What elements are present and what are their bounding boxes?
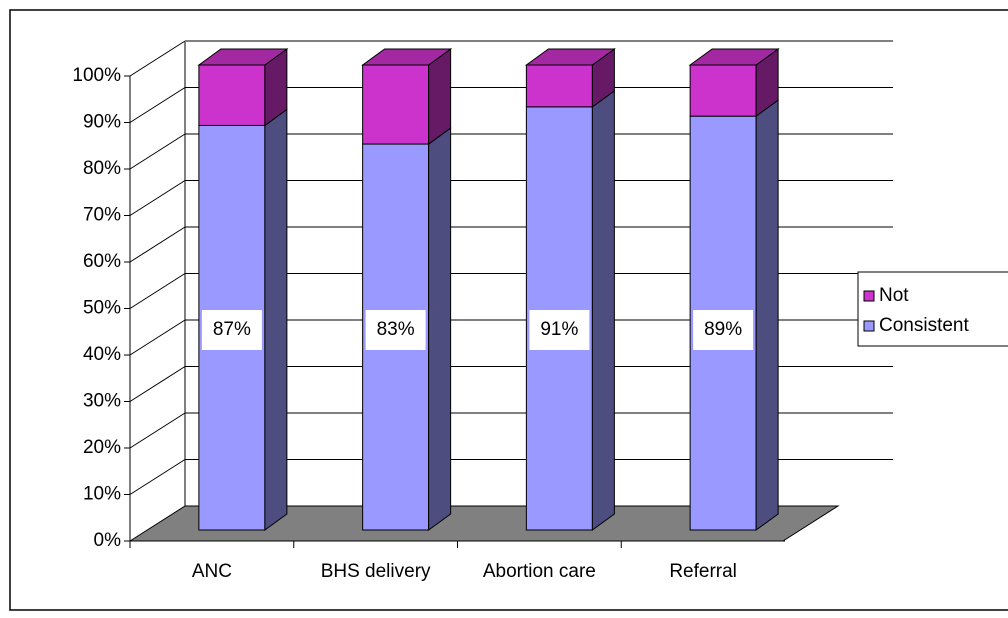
data-label: 89%: [704, 319, 742, 340]
bar-side: [264, 108, 288, 531]
data-label: 91%: [540, 319, 578, 340]
bar-top: [524, 48, 616, 66]
y-tick-label: 80%: [83, 158, 121, 179]
x-tick-label: ANC: [192, 561, 232, 582]
grid-line: [129, 87, 186, 123]
data-label: 83%: [377, 319, 415, 340]
legend-swatch: [863, 320, 875, 332]
x-tick-label: BHS delivery: [321, 561, 431, 582]
bar-side: [428, 127, 452, 531]
grid-line: [129, 273, 186, 309]
plot: 0% 10% 20% 30% 40% 50% 60% 70% 80% 90% 100% ANC 87% B…: [72, 40, 893, 582]
y-tick-label: 30%: [83, 391, 121, 412]
y-tick-label: 60%: [83, 251, 121, 272]
bar-side: [591, 89, 615, 531]
bar-front: [689, 64, 757, 117]
y-tick-label: 50%: [83, 298, 121, 319]
x-tick-label: Referral: [669, 561, 737, 582]
bar-side: [755, 99, 779, 531]
y-tick-label: 70%: [83, 205, 121, 226]
y-tick-label: 90%: [83, 112, 121, 133]
legend: [857, 271, 1008, 347]
y-tick-label: 0%: [94, 530, 122, 551]
bar-top: [197, 48, 289, 66]
legend-label: Not: [879, 285, 909, 306]
y-tick-label: 10%: [83, 484, 121, 505]
data-label-box: [201, 310, 262, 350]
y-tick-label: 40%: [83, 344, 121, 365]
data-label-box: [529, 310, 590, 350]
legend-swatch: [863, 290, 875, 302]
bar-top: [361, 48, 453, 66]
bar-front: [198, 64, 266, 126]
bar-side: [428, 48, 452, 146]
x-tick-label: Abortion care: [483, 561, 596, 582]
data-label: 87%: [213, 319, 251, 340]
grid-line: [129, 319, 186, 356]
data-label-box: [693, 310, 754, 350]
bar-front: [525, 64, 593, 108]
grid-line: [129, 180, 186, 216]
grid-line: [129, 459, 186, 495]
grid-line: [129, 412, 186, 449]
bar-front: [362, 64, 430, 145]
grid-line: [129, 40, 186, 77]
legend-label: Consistent: [879, 315, 969, 336]
grid-line: [129, 366, 186, 402]
grid-line: [129, 133, 186, 170]
y-tick-label: 20%: [83, 437, 121, 458]
bar-top: [688, 48, 780, 66]
data-label-box: [365, 310, 426, 350]
y-tick-label: 100%: [72, 65, 121, 86]
grid-line: [129, 226, 186, 263]
